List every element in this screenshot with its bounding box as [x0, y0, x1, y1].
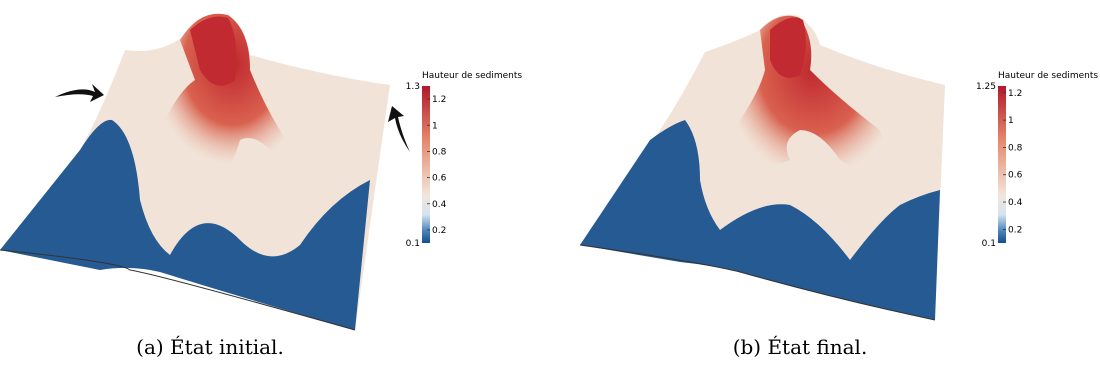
- tick-label: 0.2: [1008, 225, 1022, 235]
- surface-b: [579, 14, 945, 321]
- tick-label: 1: [432, 121, 438, 131]
- colorbar-title: Hauteur de sediments: [998, 71, 1098, 81]
- tick-label: 1.2: [432, 95, 446, 105]
- colorbar-title: Hauteur de sediments: [422, 71, 522, 81]
- colorbar-max: 1.3: [406, 82, 420, 92]
- tick-label: 0.8: [432, 147, 447, 157]
- tick-label: 0.6: [1008, 171, 1023, 181]
- surface-a: [0, 13, 410, 331]
- tick-label: 1: [1008, 116, 1014, 126]
- colorbar: [998, 86, 1006, 243]
- colorbar: [422, 86, 430, 243]
- tick-label: 0.8: [1008, 143, 1023, 153]
- caption: (a) État initial.: [136, 335, 284, 359]
- tick-label: 1.2: [1008, 89, 1022, 99]
- caption: (b) État final.: [733, 335, 868, 359]
- tick-label: 0.4: [432, 200, 447, 210]
- colorbar-min: 0.1: [406, 239, 420, 249]
- tick-label: 0.2: [432, 226, 446, 236]
- tick-label: 0.6: [432, 174, 447, 184]
- tick-label: 0.4: [1008, 198, 1023, 208]
- colorbar-min: 0.1: [982, 239, 996, 249]
- colorbar-max: 1.25: [976, 82, 996, 92]
